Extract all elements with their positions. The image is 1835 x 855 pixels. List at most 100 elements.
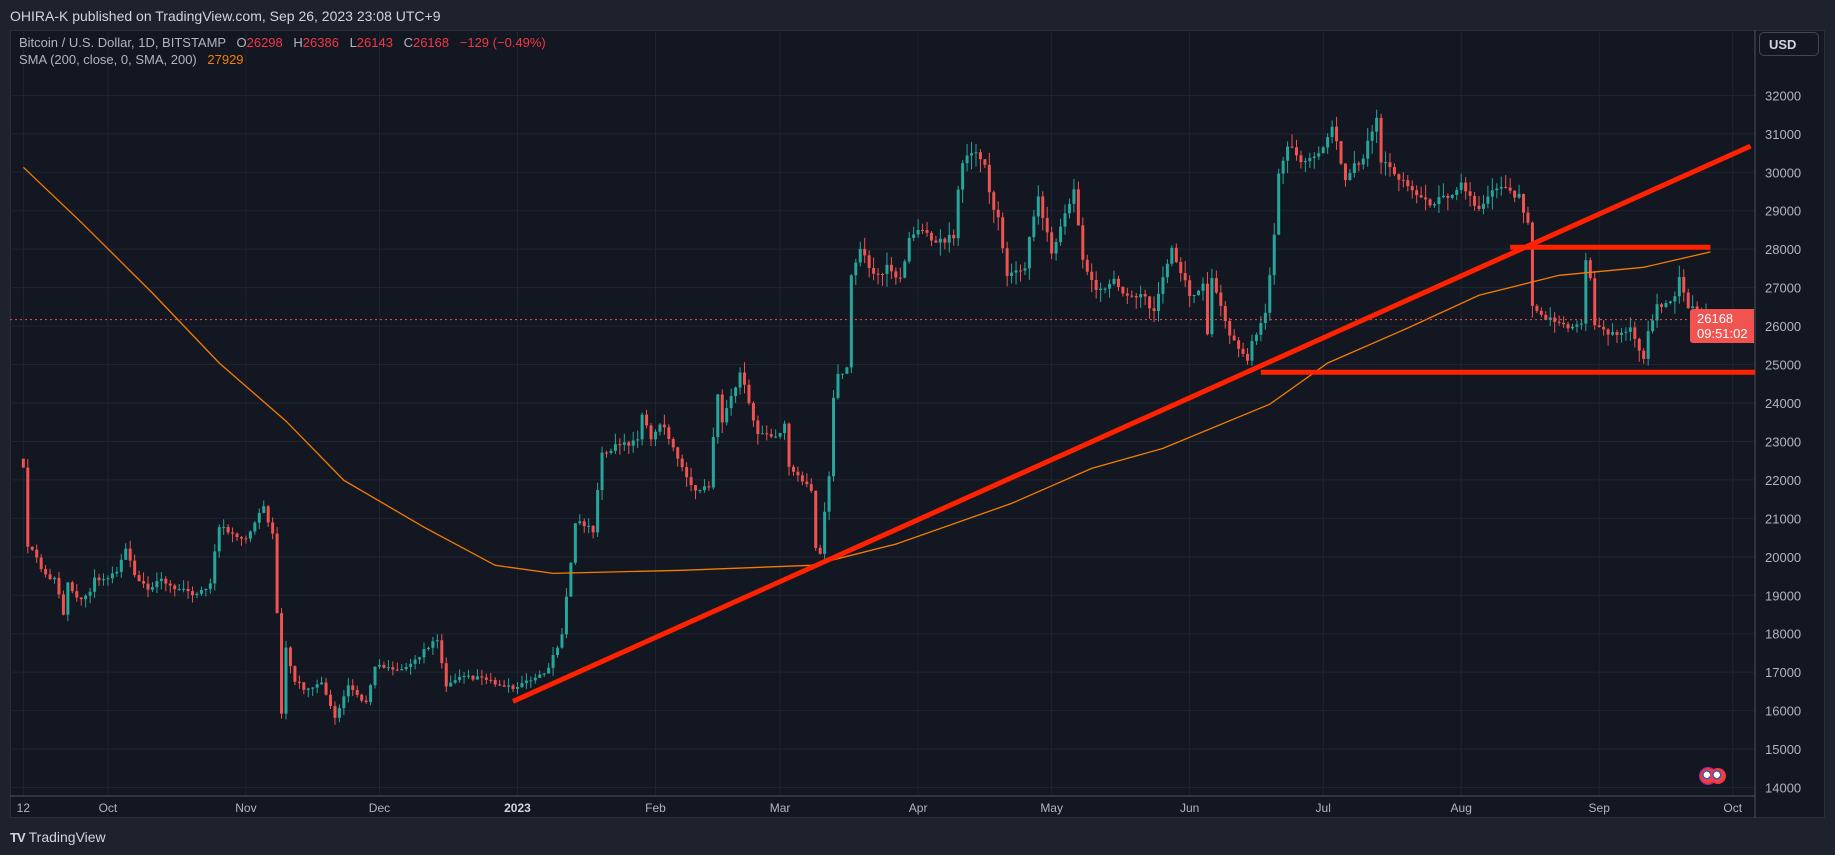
candle-up — [783, 423, 787, 434]
candle-down — [1566, 324, 1570, 329]
candle-down — [391, 667, 395, 670]
us-flag-icon[interactable] — [1710, 768, 1726, 784]
candle-up — [1014, 270, 1018, 273]
candle-up — [556, 647, 560, 656]
candle-down — [191, 591, 195, 596]
trend-line-drawing[interactable] — [511, 143, 1752, 704]
candle-up — [217, 527, 221, 552]
candle-up — [1036, 196, 1040, 217]
time-tick-label: Oct — [99, 801, 118, 815]
candle-up — [204, 588, 208, 591]
candle-down — [1637, 338, 1641, 351]
candle-down — [751, 403, 755, 421]
candle-down — [1562, 322, 1566, 325]
candle-down — [231, 532, 235, 534]
candle-up — [1651, 320, 1655, 332]
price-tick-label: 29000 — [1765, 204, 1801, 219]
candle-up — [306, 688, 310, 690]
candle-down — [1219, 292, 1223, 306]
candle-down — [796, 471, 800, 476]
chart-panel[interactable] — [10, 30, 1825, 818]
candle-up — [578, 521, 582, 524]
candle-down — [1116, 278, 1120, 287]
candle-up — [1099, 288, 1103, 290]
candle-down — [1179, 262, 1183, 274]
price-tick-label: 28000 — [1765, 242, 1801, 257]
candle-up — [320, 682, 324, 685]
candle-up — [1268, 275, 1272, 313]
sma-label: SMA (200, close, 0, SMA, 200) — [19, 52, 197, 67]
candle-up — [702, 486, 706, 491]
candle-down — [645, 414, 649, 426]
candle-up — [1611, 332, 1615, 335]
tradingview-footer[interactable]: TV TradingView — [10, 829, 106, 845]
candle-down — [1633, 327, 1637, 339]
candle-down — [925, 230, 929, 233]
high-label: H — [293, 35, 303, 50]
candle-up — [431, 641, 435, 648]
candle-up — [547, 667, 551, 674]
candle-up — [1455, 189, 1459, 195]
candle-down — [1530, 222, 1534, 306]
publish-line: OHIRA-K published on TradingView.com, Se… — [10, 8, 441, 24]
candle-down — [1134, 295, 1138, 298]
candle-down — [1050, 232, 1054, 254]
candle-down — [1473, 195, 1477, 206]
candle-down — [1294, 147, 1298, 156]
candle-down — [1094, 279, 1098, 290]
candle-up — [653, 431, 657, 440]
candle-up — [337, 708, 341, 718]
candle-down — [934, 240, 938, 243]
candle-down — [297, 681, 301, 683]
candle-down — [1415, 190, 1419, 196]
sma-200-line — [22, 166, 1711, 575]
time-tick-label: Jul — [1316, 801, 1331, 815]
candle-down — [787, 423, 791, 467]
candle-up — [698, 490, 702, 492]
symbol-legend[interactable]: Bitcoin / U.S. Dollar, 1D, BITSTAMP O262… — [19, 34, 546, 51]
candle-down — [720, 394, 724, 423]
sma-legend[interactable]: SMA (200, close, 0, SMA, 200) 27929 — [19, 51, 546, 68]
candle-down — [685, 467, 689, 478]
candle-up — [262, 506, 266, 513]
candle-down — [1005, 248, 1009, 277]
candle-up — [587, 525, 591, 527]
candle-up — [970, 153, 974, 156]
candle-up — [462, 675, 466, 677]
candle-up — [1441, 195, 1445, 198]
candle-down — [582, 521, 586, 527]
candle-down — [1397, 174, 1401, 180]
candle-down — [239, 537, 243, 539]
candle-up — [1486, 196, 1490, 204]
candle-up — [622, 442, 626, 445]
candle-up — [449, 682, 453, 687]
candle-up — [413, 659, 417, 664]
candle-down — [1508, 187, 1512, 191]
candle-down — [489, 679, 493, 681]
candle-down — [1410, 186, 1414, 191]
candle-up — [177, 589, 181, 591]
candle-down — [79, 597, 83, 600]
candle-down — [173, 585, 177, 590]
economic-events[interactable] — [1700, 768, 1726, 784]
candle-up — [1023, 268, 1027, 271]
candlestick-chart[interactable]: 14000 15000 16000 17000 18000 19000 20000 21000… — [10, 30, 1825, 818]
candle-down — [1143, 293, 1147, 297]
candle-down — [1401, 179, 1405, 181]
candle-down — [863, 248, 867, 256]
candle-down — [1125, 293, 1129, 296]
candle-up — [150, 587, 154, 590]
currency-button[interactable]: USD — [1759, 32, 1819, 56]
candle-up — [53, 577, 57, 580]
candle-up — [253, 522, 257, 532]
candle-up — [467, 675, 471, 677]
candle-down — [1357, 163, 1361, 165]
time-tick-label: Jun — [1180, 801, 1199, 815]
candle-up — [849, 275, 853, 368]
candle-down — [876, 273, 880, 275]
candle-down — [484, 677, 488, 680]
candle-down — [667, 427, 671, 440]
candle-down — [1682, 276, 1686, 293]
candle-up — [377, 664, 381, 667]
candle-down — [809, 484, 813, 491]
